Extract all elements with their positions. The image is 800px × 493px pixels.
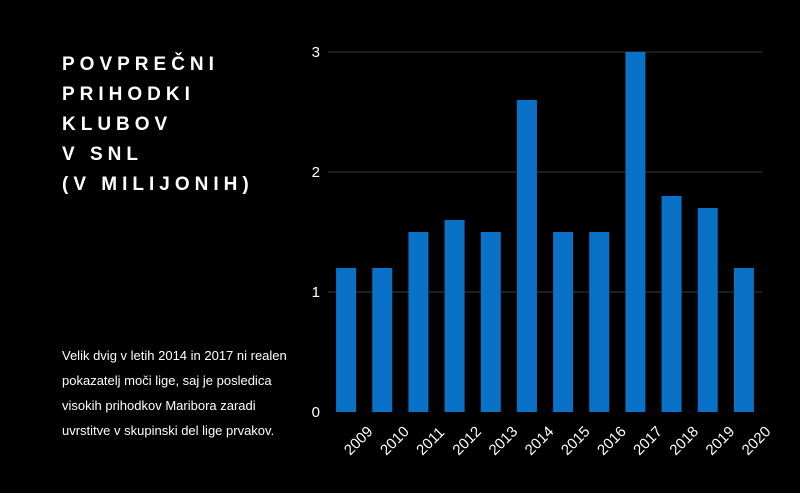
bars (336, 52, 754, 412)
bar-2016 (589, 232, 610, 412)
x-tick-label: 2016 (594, 423, 630, 459)
x-tick-label: 2020 (739, 423, 775, 459)
chart-annotation: Velik dvig v letih 2014 in 2017 ni reale… (62, 348, 287, 438)
bar-2015 (553, 232, 574, 412)
x-tick-label: 2010 (377, 423, 413, 459)
y-axis-tick-labels: 0 1 2 3 (312, 44, 320, 421)
bar-2019 (697, 208, 718, 412)
x-tick-label: 2015 (558, 423, 594, 459)
x-tick-label: 2019 (703, 423, 739, 459)
gridlines (328, 51, 762, 293)
x-tick-label: 2018 (666, 423, 702, 459)
bar-2010 (372, 268, 393, 412)
y-tick-label: 2 (312, 164, 320, 181)
bar-2011 (408, 232, 429, 412)
y-tick-label: 3 (312, 44, 320, 61)
x-tick-label: 2013 (486, 423, 522, 459)
y-tick-label: 1 (312, 284, 320, 301)
x-tick-label: 2014 (522, 423, 558, 459)
bar-2018 (661, 196, 682, 412)
x-tick-label: 2012 (449, 423, 485, 459)
bar-2017 (625, 52, 646, 412)
x-tick-label: 2009 (341, 423, 377, 459)
bar-2013 (480, 232, 501, 412)
bar-2014 (516, 100, 537, 412)
x-tick-label: 2017 (630, 423, 666, 459)
bar-2009 (336, 268, 357, 412)
x-tick-label: 2011 (413, 424, 448, 459)
chart-title: Povprečni prihodki klubov v SNL (v milij… (62, 54, 254, 195)
bar-2012 (444, 220, 465, 412)
x-axis-tick-labels: 2009 2010 2011 2012 2013 2014 2015 2016 2017 2018… (341, 423, 774, 459)
bar-2020 (733, 268, 754, 412)
y-tick-label: 0 (312, 404, 320, 421)
